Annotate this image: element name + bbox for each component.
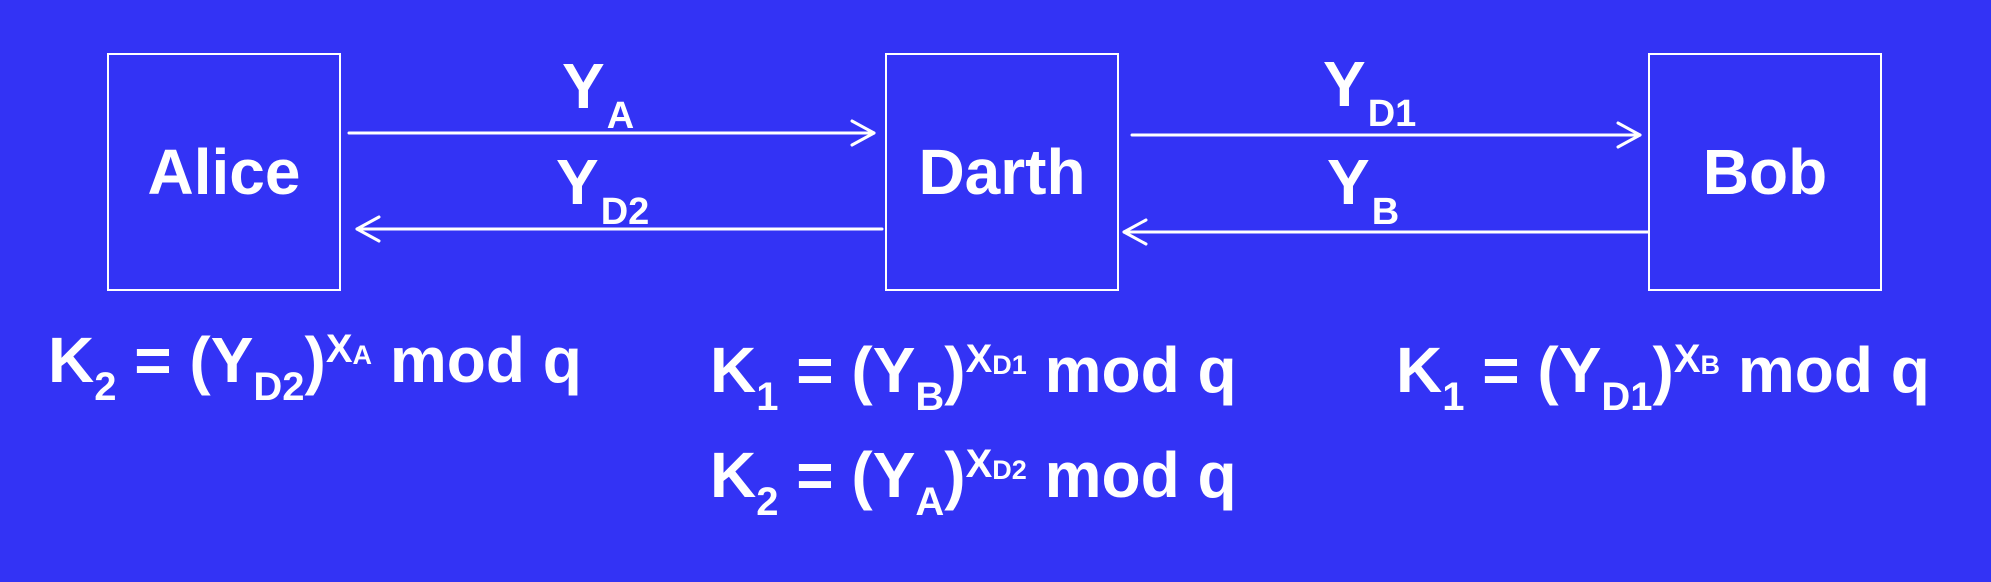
node-alice-label: Alice [147,136,301,208]
message-label-ya: YA [562,54,634,135]
equation-alice-k2: K2 = (YD2)XA mod q [48,327,582,407]
eq-x: X [325,327,353,371]
message-sub: D2 [600,191,650,233]
eq-x: X [965,442,993,486]
eq-x: X [965,337,993,381]
equation-bob-k1: K1 = (YD1)XB mod q [1396,337,1930,417]
eq-y-sub: B [915,375,945,419]
eq-equals: = ( [778,439,873,511]
message-base: Y [1327,146,1370,218]
eq-exponent: XD1 [966,337,1027,381]
arrow-alice-to-darth [347,119,876,147]
eq-k: K [48,324,95,396]
eq-tail: mod q [1720,334,1930,406]
eq-k: K [1396,334,1443,406]
message-label-yb: YB [1327,150,1399,231]
message-sub: B [1371,191,1400,233]
eq-x-sub: A [352,340,373,370]
node-darth: Darth [885,53,1119,291]
equation-darth-k2: K2 = (YA)XD2 mod q [710,442,1237,522]
message-label-yd2: YD2 [556,150,649,231]
eq-x-sub: B [1700,350,1721,380]
eq-y: Y [872,439,916,511]
node-bob-label: Bob [1702,136,1828,208]
eq-k-sub: 1 [1442,375,1465,419]
eq-equals: = ( [116,324,211,396]
eq-exponent: XD2 [966,442,1027,486]
eq-x-sub: D2 [992,455,1027,485]
eq-exponent: XA [326,327,372,371]
arrow-darth-to-alice [355,215,884,243]
eq-k: K [710,439,757,511]
node-bob: Bob [1648,53,1882,291]
message-sub: D1 [1367,93,1417,135]
eq-k: K [710,334,757,406]
message-base: Y [562,50,605,122]
eq-close: ) [304,324,326,396]
node-alice: Alice [107,53,341,291]
equation-darth-k1: K1 = (YB)XD1 mod q [710,337,1237,417]
arrow-darth-to-bob [1130,121,1642,149]
eq-k-sub: 2 [756,480,779,524]
eq-exponent: XB [1674,337,1720,381]
message-base: Y [556,146,599,218]
eq-tail: mod q [372,324,582,396]
message-label-yd1: YD1 [1323,52,1416,133]
eq-k-sub: 2 [94,365,117,409]
eq-x-sub: D1 [992,350,1027,380]
eq-y: Y [872,334,916,406]
message-base: Y [1323,48,1366,120]
eq-y-sub: D1 [1601,375,1653,419]
eq-x: X [1673,337,1701,381]
eq-y: Y [1558,334,1602,406]
eq-equals: = ( [1464,334,1559,406]
eq-y-sub: D2 [253,365,305,409]
message-sub: A [606,95,635,137]
eq-close: ) [1652,334,1674,406]
eq-close: ) [944,334,966,406]
eq-tail: mod q [1026,439,1237,511]
eq-y: Y [210,324,254,396]
node-darth-label: Darth [918,136,1086,208]
eq-k-sub: 1 [756,375,779,419]
eq-close: ) [944,439,966,511]
eq-tail: mod q [1026,334,1237,406]
eq-equals: = ( [778,334,873,406]
arrow-bob-to-darth [1122,218,1650,246]
eq-y-sub: A [915,480,945,524]
